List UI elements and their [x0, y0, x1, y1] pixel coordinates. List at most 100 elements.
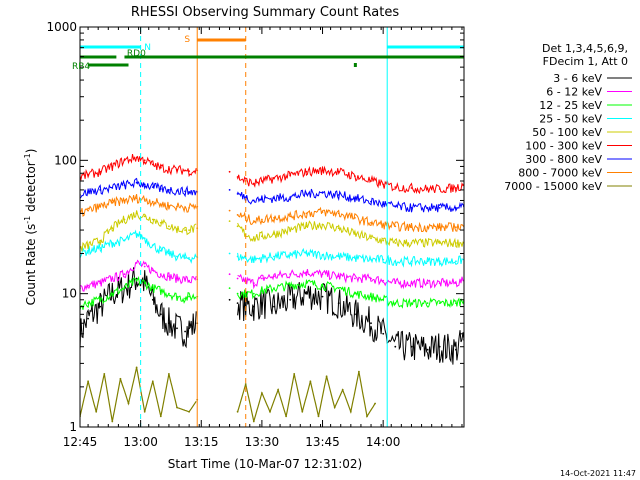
y-tick-label-3: 1000: [46, 20, 77, 34]
data-point-4-6: [143, 215, 146, 218]
data-point-1-7: [151, 269, 154, 272]
data-point-3-6: [143, 237, 146, 240]
data-point-8-9: [151, 380, 154, 383]
legend-label-4: 50 - 100 keV: [532, 126, 602, 139]
data-point-2-24: [354, 292, 356, 295]
data-point-1-5: [135, 262, 138, 264]
data-point-1-23: [337, 275, 340, 278]
data-point-8-8: [143, 410, 146, 413]
y-axis-label: Count Rate (s-1 detector-1): [23, 149, 38, 306]
data-point-2-26: [382, 298, 385, 301]
data-point-6-14: [228, 189, 231, 191]
series-line-100-300-kev-part2: [237, 165, 464, 195]
data-point-1-8: [159, 273, 162, 276]
data-point-8-10: [159, 415, 162, 418]
data-point-8-32: [374, 402, 376, 405]
data-point-6-12: [188, 191, 191, 193]
data-point-2-18: [261, 289, 263, 292]
data-point-6-10: [176, 190, 178, 192]
y-tick-label-0: 1: [69, 420, 77, 434]
data-point-5-27: [394, 186, 397, 189]
data-point-2-28: [410, 302, 413, 304]
data-point-8-30: [358, 370, 360, 373]
legend-label-0: 3 - 6 keV: [553, 72, 602, 85]
series-line-7000-15000-kev-part2: [237, 371, 376, 422]
data-point-0-28: [410, 345, 413, 348]
data-point-4-2: [99, 239, 102, 242]
data-point-4-11: [184, 229, 187, 232]
data-point-3-23: [337, 255, 340, 258]
plot-frame: [79, 26, 465, 428]
data-point-3-20: [289, 254, 292, 256]
data-point-8-15: [236, 410, 239, 413]
data-point-5-4: [123, 159, 126, 162]
data-point-5-20: [289, 174, 292, 177]
data-point-3-16: [244, 257, 247, 259]
data-point-7-5: [135, 197, 138, 200]
data-point-7-6: [143, 198, 146, 201]
data-point-6-28: [410, 207, 413, 209]
data-point-2-10: [176, 295, 178, 298]
data-point-1-6: [143, 265, 146, 268]
data-point-4-20: [289, 229, 292, 232]
data-point-8-26: [325, 375, 328, 378]
data-point-0-9: [168, 322, 170, 325]
data-point-0-23: [337, 302, 340, 304]
data-point-1-27: [394, 282, 397, 284]
series-line-25-50-kev-part1: [80, 229, 197, 264]
data-point-0-7: [151, 298, 154, 301]
series-line-800-7000-kev-part2: [237, 206, 464, 233]
data-point-4-21: [305, 225, 308, 228]
data-point-2-16: [244, 292, 247, 295]
data-point-1-3: [111, 277, 114, 280]
data-point-8-29: [349, 410, 352, 413]
data-point-2-29: [426, 302, 429, 304]
data-point-2-30: [438, 302, 441, 304]
data-point-7-10: [176, 205, 178, 208]
data-point-3-18: [261, 257, 263, 259]
data-point-6-29: [426, 207, 429, 209]
data-point-1-19: [273, 275, 275, 278]
data-point-0-21: [305, 292, 308, 295]
data-point-7-25: [370, 221, 372, 224]
series-line-25-50-kev-part2: [237, 247, 464, 268]
data-point-7-12: [188, 207, 191, 209]
data-point-4-1: [87, 244, 89, 247]
data-point-4-26: [382, 239, 385, 242]
data-point-1-21: [305, 271, 308, 274]
data-point-2-19: [273, 287, 275, 289]
legend-label-5: 100 - 300 keV: [525, 140, 602, 153]
data-point-1-2: [99, 282, 102, 284]
data-point-6-25: [370, 200, 372, 203]
data-point-6-24: [354, 197, 356, 200]
data-point-3-22: [321, 254, 324, 256]
data-point-0-8: [159, 313, 162, 316]
data-point-1-25: [370, 277, 372, 280]
data-point-3-11: [184, 257, 187, 259]
data-point-7-21: [305, 212, 308, 215]
data-point-7-23: [337, 212, 340, 215]
series-line-100-300-kev-part1: [80, 153, 197, 182]
data-point-8-4: [111, 420, 114, 423]
data-point-5-26: [382, 183, 385, 186]
data-point-6-27: [394, 205, 397, 208]
data-point-7-9: [168, 205, 170, 207]
data-point-2-17: [252, 292, 255, 295]
data-point-7-14: [228, 209, 231, 212]
data-point-3-24: [354, 257, 356, 259]
data-point-7-28: [410, 226, 413, 229]
data-point-0-19: [273, 305, 275, 308]
data-point-6-26: [382, 203, 385, 206]
data-point-8-19: [269, 410, 271, 413]
data-point-3-17: [252, 258, 255, 261]
data-point-5-10: [176, 168, 178, 171]
data-point-8-16: [244, 383, 247, 385]
series-line-6-12-kev-part1: [80, 259, 197, 292]
series-line-12-25-kev-part2: [237, 278, 464, 309]
data-point-2-4: [123, 287, 126, 289]
series-line-50-100-kev-part2: [237, 220, 464, 249]
data-point-6-8: [159, 188, 162, 190]
data-point-5-25: [370, 180, 372, 182]
series-line-6-12-kev-part2: [237, 269, 464, 290]
